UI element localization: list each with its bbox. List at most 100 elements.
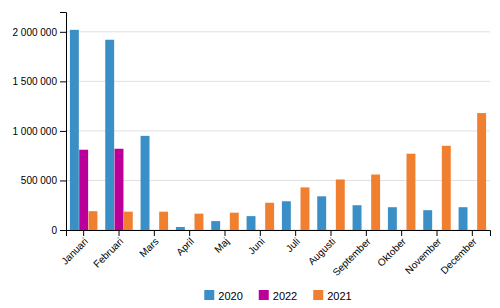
tick-label: November bbox=[403, 235, 444, 276]
tick: December bbox=[438, 230, 479, 276]
bar bbox=[301, 187, 310, 230]
tick: Oktober bbox=[375, 230, 408, 269]
bar bbox=[265, 203, 274, 230]
tick-label: April bbox=[174, 236, 196, 258]
bar bbox=[282, 201, 291, 230]
tick-label: Juli bbox=[284, 236, 302, 254]
bar bbox=[176, 227, 185, 230]
tick: Maj bbox=[212, 230, 231, 255]
tick-mark bbox=[154, 230, 155, 236]
tick: September bbox=[330, 230, 373, 278]
bar bbox=[159, 212, 168, 230]
tick-mark bbox=[260, 230, 261, 236]
bar bbox=[89, 211, 98, 230]
bar bbox=[105, 40, 114, 230]
tick-mark bbox=[472, 230, 473, 236]
bar bbox=[124, 212, 133, 230]
bar bbox=[477, 113, 486, 230]
tick: Februari bbox=[91, 230, 125, 270]
tick-mark bbox=[295, 230, 296, 236]
tick-label: Juni bbox=[246, 236, 267, 257]
bar bbox=[247, 216, 256, 230]
bars bbox=[70, 30, 486, 230]
grid-line bbox=[66, 31, 490, 32]
bar bbox=[195, 214, 204, 230]
tick-mark bbox=[60, 32, 66, 33]
tick: Augusti bbox=[306, 230, 337, 267]
tick-mark bbox=[60, 180, 66, 181]
bar bbox=[397, 230, 406, 231]
bar bbox=[221, 230, 230, 231]
tick: Juli bbox=[284, 230, 302, 254]
tick-label: Februari bbox=[91, 236, 125, 270]
tick: Juni bbox=[246, 230, 267, 256]
tick-label: Mars bbox=[137, 236, 161, 260]
tick: 2 000 000 bbox=[13, 27, 67, 38]
tick-label: 1 500 000 bbox=[13, 76, 58, 87]
tick-label: 1 000 000 bbox=[13, 126, 58, 137]
bar bbox=[185, 230, 194, 231]
bar bbox=[150, 230, 159, 231]
bar bbox=[256, 230, 265, 231]
tick-mark bbox=[225, 230, 226, 236]
bar-series bbox=[79, 149, 123, 230]
bar bbox=[468, 230, 477, 231]
chart-container: 0500 0001 000 0001 500 0002 000 000Janua… bbox=[0, 0, 500, 308]
legend-item: 2020 bbox=[204, 290, 242, 302]
tick-label: Oktober bbox=[375, 235, 408, 268]
tick-mark bbox=[189, 230, 190, 236]
grid-line bbox=[66, 81, 490, 82]
legend-label: 2022 bbox=[273, 290, 297, 302]
tick-label: Augusti bbox=[306, 236, 337, 267]
x-axis: JanuariFebruari Mars April Maj Juni JuliAugus… bbox=[59, 230, 490, 278]
tick-label: Januari bbox=[59, 236, 90, 267]
tick-mark bbox=[60, 81, 66, 82]
bar bbox=[70, 30, 79, 230]
tick-mark bbox=[83, 230, 84, 236]
bar bbox=[79, 150, 88, 230]
legend-swatch bbox=[313, 290, 323, 300]
bar bbox=[327, 230, 336, 231]
bar bbox=[459, 207, 468, 230]
bar bbox=[230, 213, 239, 230]
axis-line bbox=[67, 231, 491, 237]
tick: 500 000 bbox=[21, 175, 66, 186]
legend-item: 2021 bbox=[313, 290, 351, 302]
grid-line bbox=[66, 180, 490, 181]
plot: 0500 0001 000 0001 500 0002 000 000Janua… bbox=[13, 13, 491, 279]
tick-label: December bbox=[438, 235, 479, 276]
tick-mark bbox=[119, 230, 120, 236]
tick: Januari bbox=[59, 230, 90, 267]
bar bbox=[353, 205, 362, 230]
bar bbox=[388, 207, 397, 230]
tick-label: September bbox=[330, 235, 373, 278]
grid bbox=[66, 32, 490, 230]
bar bbox=[362, 230, 371, 231]
grid-line bbox=[66, 130, 490, 131]
bar bbox=[317, 196, 326, 230]
y-axis: 0500 0001 000 0001 500 0002 000 000 bbox=[13, 13, 67, 236]
bar bbox=[433, 230, 442, 231]
tick: 1 000 000 bbox=[13, 126, 67, 137]
tick-label: 500 000 bbox=[21, 175, 58, 186]
tick: April bbox=[174, 230, 196, 258]
tick-mark bbox=[401, 230, 402, 236]
legend-label: 2021 bbox=[327, 290, 351, 302]
bar-series bbox=[89, 113, 487, 230]
tick-mark bbox=[331, 230, 332, 236]
legend-label: 2020 bbox=[218, 290, 242, 302]
bar bbox=[442, 146, 451, 230]
axis-line bbox=[60, 13, 67, 231]
chart-svg: 0500 0001 000 0001 500 0002 000 000Janua… bbox=[0, 0, 500, 308]
bar bbox=[423, 210, 432, 230]
tick: 1 500 000 bbox=[13, 76, 67, 87]
tick-mark bbox=[60, 230, 66, 231]
tick-mark bbox=[437, 230, 438, 236]
tick-label: 2 000 000 bbox=[13, 27, 58, 38]
bar bbox=[291, 230, 300, 231]
legend: 2020 2022 2021 bbox=[204, 290, 351, 302]
legend-swatch bbox=[204, 290, 214, 300]
tick-label: Maj bbox=[212, 236, 231, 255]
legend-item: 2022 bbox=[259, 290, 297, 302]
bar bbox=[407, 154, 416, 230]
